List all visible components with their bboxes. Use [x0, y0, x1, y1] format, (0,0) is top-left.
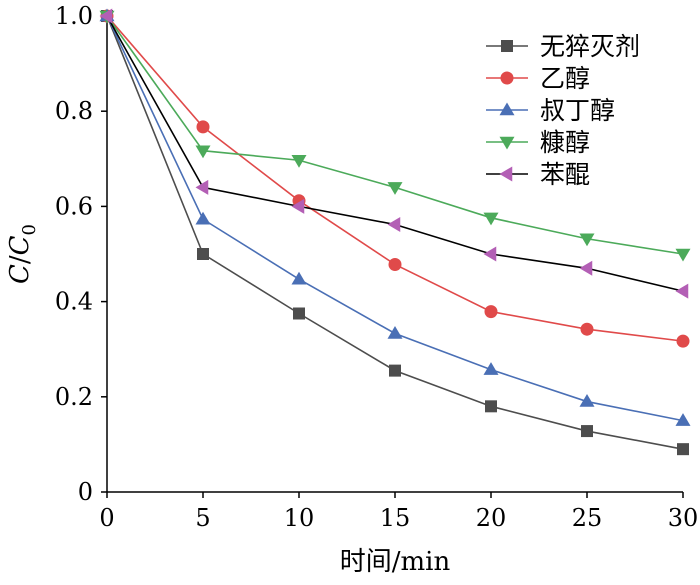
- data-point: [195, 211, 211, 225]
- legend-item: 无猝灭剂: [486, 32, 640, 61]
- data-point: [675, 413, 691, 426]
- data-point: [483, 212, 499, 226]
- series-1: [101, 10, 689, 456]
- x-tick-label: 10: [284, 504, 315, 532]
- data-point: [291, 154, 307, 168]
- y-tick-label: 0.2: [55, 383, 93, 411]
- data-point: [483, 246, 497, 262]
- data-point: [99, 8, 113, 24]
- legend-marker: [499, 136, 515, 150]
- data-point: [676, 334, 690, 348]
- data-point: [579, 394, 595, 407]
- data-point: [580, 322, 594, 336]
- legend-item: 苯醌: [486, 160, 590, 189]
- data-point: [388, 257, 402, 271]
- legend-label: 叔丁醇: [540, 96, 615, 125]
- legend-item: 乙醇: [486, 64, 590, 93]
- legend-label: 乙醇: [540, 64, 590, 93]
- y-axis-label-denom: C: [5, 235, 35, 255]
- data-point: [675, 283, 689, 299]
- y-axis-label: C/C0: [5, 224, 40, 284]
- legend-marker: [499, 102, 515, 116]
- x-tick-label: 30: [668, 504, 699, 532]
- legend-label: 无猝灭剂: [540, 32, 640, 61]
- x-tick-label: 5: [195, 504, 210, 532]
- series-5: [99, 8, 689, 299]
- y-axis-label-main: C: [5, 264, 35, 284]
- y-tick-label: 0: [78, 478, 93, 506]
- legend-label: 糠醇: [540, 128, 590, 157]
- data-point: [485, 400, 497, 413]
- data-point: [483, 362, 499, 375]
- series-line: [106, 15, 684, 450]
- legend-item: 糠醇: [486, 128, 590, 157]
- x-axis-label: 时间/min: [340, 547, 451, 577]
- data-point: [197, 248, 209, 260]
- x-tick-label: 15: [380, 504, 411, 532]
- data-point: [387, 216, 401, 232]
- x-tick-label: 0: [99, 504, 114, 532]
- series-line: [106, 15, 684, 342]
- x-tick-label: 20: [476, 504, 507, 532]
- data-point: [195, 145, 211, 159]
- data-point: [196, 120, 210, 134]
- data-point: [389, 364, 401, 377]
- data-point: [579, 233, 595, 247]
- data-point: [291, 271, 307, 285]
- y-axis-label-slash: /: [5, 255, 35, 264]
- y-tick-label: 1.0: [55, 2, 93, 30]
- data-point: [387, 182, 403, 195]
- series-line: [106, 15, 684, 422]
- data-point: [677, 443, 689, 456]
- series-layer: [99, 8, 691, 456]
- x-tick-label: 25: [572, 504, 603, 532]
- y-tick-label: 0.8: [55, 97, 93, 125]
- data-point: [195, 179, 209, 195]
- y-axis-label-sub: 0: [19, 224, 40, 235]
- legend-marker: [501, 40, 513, 52]
- legend-label: 苯醌: [540, 160, 590, 189]
- legend-item: 叔丁醇: [486, 96, 615, 125]
- data-point: [387, 325, 403, 339]
- data-point: [291, 198, 305, 214]
- legend-marker: [499, 166, 513, 182]
- data-point: [579, 260, 593, 276]
- y-tick-label: 0.6: [55, 192, 93, 220]
- legend-marker: [500, 71, 514, 85]
- data-point: [675, 248, 691, 262]
- data-point: [484, 305, 498, 319]
- axes: 0 5 10 15 20 25 30 0 0.2 0.4 0.6 0.8 1.0: [55, 2, 698, 532]
- svg-text:C/C0: C/C0: [5, 224, 40, 284]
- data-point: [581, 425, 593, 438]
- data-point: [293, 307, 305, 320]
- y-tick-label: 0.4: [55, 288, 93, 316]
